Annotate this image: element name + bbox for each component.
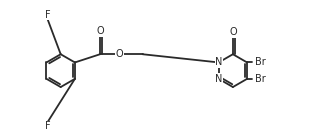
Text: O: O xyxy=(229,27,237,37)
Text: Br: Br xyxy=(256,57,266,67)
Text: F: F xyxy=(45,121,51,131)
Text: N: N xyxy=(215,74,222,84)
Text: O: O xyxy=(116,49,124,59)
Text: O: O xyxy=(96,26,104,36)
Text: F: F xyxy=(45,10,51,20)
Text: Br: Br xyxy=(256,74,266,84)
Text: N: N xyxy=(215,57,222,67)
